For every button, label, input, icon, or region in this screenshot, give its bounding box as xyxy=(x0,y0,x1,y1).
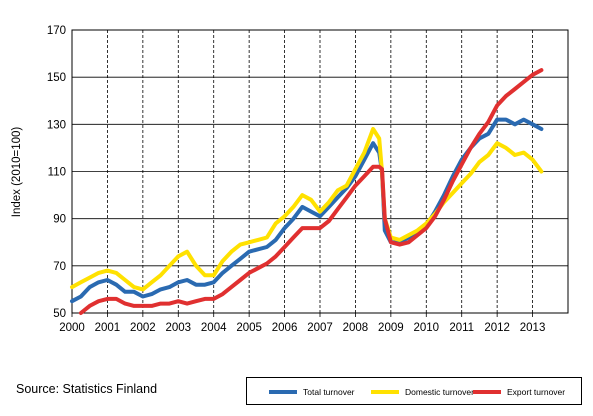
x-tick-label: 2009 xyxy=(378,322,404,334)
legend-swatch-domestic xyxy=(371,390,399,394)
x-tick-label: 2011 xyxy=(449,322,474,334)
x-tick-label: 2004 xyxy=(201,322,227,334)
x-tick-labels: 2000 2001 2002 2003 2004 2005 2006 2007 2008 2009… xyxy=(59,322,545,334)
grid-lines xyxy=(72,30,568,313)
y-tick-label: 70 xyxy=(53,261,66,273)
y-tick-label: 150 xyxy=(47,72,66,84)
x-tick-label: 2013 xyxy=(520,322,546,334)
x-tick-label: 2000 xyxy=(59,322,85,334)
x-tick-label: 2002 xyxy=(130,322,156,334)
x-tick-label: 2010 xyxy=(413,322,439,334)
series-line-export-turnover xyxy=(78,68,544,315)
y-tick-label: 110 xyxy=(48,167,66,179)
y-axis-label: Index (2010=100) xyxy=(11,127,23,218)
legend-label-total: Total turnover xyxy=(303,387,355,397)
source-note: Source: Statistics Finland xyxy=(16,382,158,396)
y-tick-labels: 50 70 90 110 130 150 170 xyxy=(47,25,66,320)
legend-swatch-total xyxy=(269,390,297,394)
y-tick-label: 90 xyxy=(53,214,66,226)
x-tick-label: 2005 xyxy=(236,322,262,334)
legend: Total turnover Domestic turnover Export … xyxy=(246,377,582,405)
legend-item-total: Total turnover xyxy=(269,386,355,398)
x-tick-label: 2003 xyxy=(165,322,191,334)
x-tick-label: 2007 xyxy=(307,322,333,334)
x-tick-label: 2012 xyxy=(484,322,510,334)
legend-label-domestic: Domestic turnover xyxy=(405,387,474,397)
legend-label-export: Export turnover xyxy=(507,387,566,397)
series-line-total-turnover xyxy=(70,117,544,304)
y-tick-label: 130 xyxy=(47,119,66,131)
plot-frame xyxy=(71,29,569,314)
legend-swatch-export xyxy=(473,390,501,394)
chart-axes xyxy=(71,29,569,317)
series-lines xyxy=(70,68,544,315)
legend-item-export: Export turnover xyxy=(473,386,565,398)
y-tick-label: 170 xyxy=(47,25,66,37)
legend-item-domestic: Domestic turnover xyxy=(371,386,474,398)
x-tick-label: 2008 xyxy=(343,322,369,334)
x-tick-label: 2006 xyxy=(272,322,298,334)
x-tick-label: 2001 xyxy=(95,322,121,334)
y-tick-label: 50 xyxy=(53,308,66,320)
series-line-domestic-turnover xyxy=(70,127,544,292)
